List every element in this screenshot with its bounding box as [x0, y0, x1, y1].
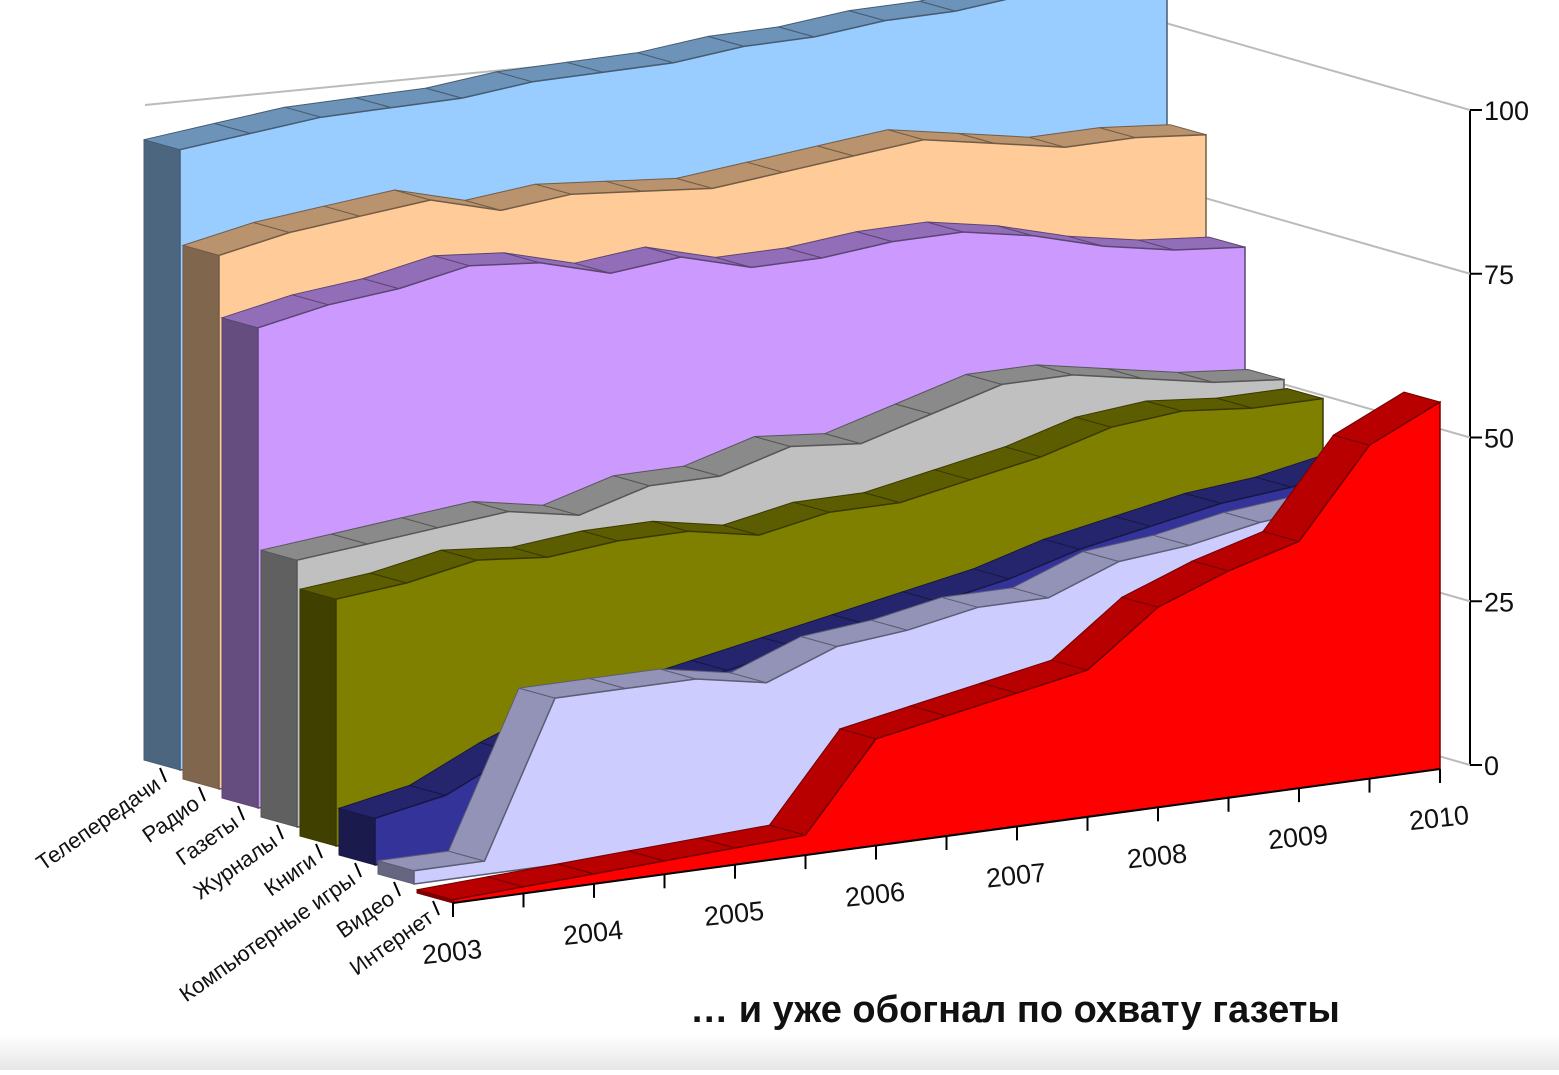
- series: [416, 391, 1442, 904]
- x-tick-label: 2009: [1267, 819, 1330, 855]
- depth-tick: [393, 881, 401, 897]
- x-tick-label: 2006: [844, 877, 907, 913]
- depth-tick: [354, 862, 362, 878]
- x-tick-label: 2008: [1126, 838, 1189, 874]
- y-tick-label: 100: [1484, 96, 1529, 126]
- footer-band: [0, 1035, 1559, 1070]
- side-face: [260, 549, 298, 828]
- y-tick-label: 0: [1484, 751, 1499, 781]
- depth-tick: [159, 767, 167, 783]
- y-tick-label: 25: [1484, 587, 1514, 617]
- side-face: [221, 317, 259, 809]
- depth-tick: [315, 843, 323, 859]
- y-tick-label: 75: [1484, 260, 1514, 290]
- plot: [143, 0, 1442, 904]
- x-tick-label: 2003: [421, 934, 484, 970]
- depth-tick: [432, 900, 440, 916]
- x-tick-label: 2004: [562, 915, 625, 951]
- depth-tick: [276, 824, 284, 840]
- annotation: … и уже обогнал по охвату газеты: [690, 989, 1340, 1031]
- area: [452, 400, 1441, 904]
- side-face: [143, 139, 181, 771]
- depth-tick: [198, 786, 206, 802]
- side-face: [182, 244, 220, 790]
- x-tick-label: 2007: [985, 857, 1048, 893]
- x-tick-label: 2005: [703, 896, 766, 932]
- y-tick-label: 50: [1484, 424, 1514, 454]
- top-strip: [919, 0, 1006, 12]
- x-tick-label: 2010: [1408, 800, 1471, 836]
- depth-tick: [237, 805, 245, 821]
- grid-line: [1119, 9, 1471, 111]
- side-face: [299, 588, 337, 847]
